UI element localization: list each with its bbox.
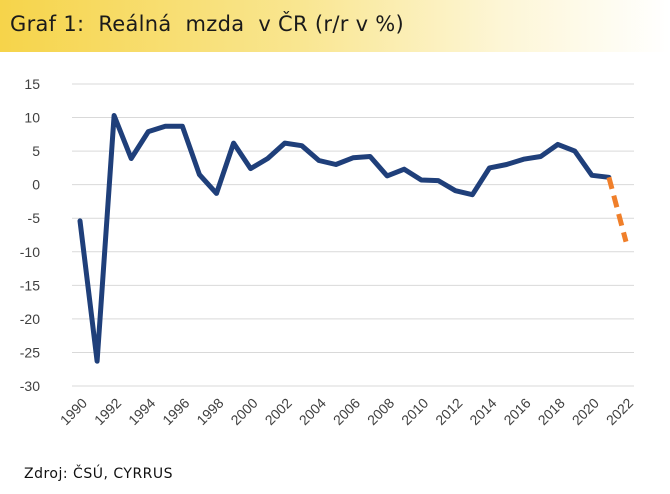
x-tick-label: 2000	[227, 395, 260, 428]
y-tick-label: 15	[24, 76, 40, 92]
line-chart: 15 10 5 0 -5 -10 -15 -20 -25 -30 1990 1992 1994 1996…	[20, 76, 636, 428]
x-tick-label: 1990	[57, 395, 90, 428]
x-tick-label: 2022	[603, 395, 636, 428]
x-tick-label: 2012	[432, 395, 465, 428]
actual-series-line	[77, 113, 612, 364]
x-tick-label: 2018	[535, 395, 568, 428]
y-tick-label: -10	[20, 244, 40, 260]
y-tick-label: -15	[20, 277, 40, 293]
source-note: Zdroj: ČSÚ, CYRRUS	[24, 466, 174, 482]
x-axis-tick-labels: 1990 1992 1994 1996 1998 2000 2002 2004 2006 2008…	[57, 395, 636, 428]
x-tick-label: 2006	[330, 395, 363, 428]
y-tick-label: 0	[32, 177, 40, 193]
grid-lines	[72, 83, 634, 387]
chart-title: Graf 1: Reálná mzda v ČR (r/r v %)	[10, 12, 405, 36]
y-tick-label: -5	[28, 210, 41, 226]
x-tick-label: 1996	[159, 395, 192, 428]
y-tick-label: -30	[20, 378, 40, 394]
x-tick-label: 2020	[569, 395, 602, 428]
forecast-series-line	[606, 176, 629, 243]
x-tick-label: 1994	[125, 395, 158, 428]
y-tick-label: -20	[20, 311, 40, 327]
x-tick-label: 2014	[466, 395, 499, 428]
x-tick-label: 2008	[364, 395, 397, 428]
x-tick-label: 2002	[262, 395, 295, 428]
x-tick-label: 1992	[91, 395, 124, 428]
y-tick-label: 5	[32, 143, 40, 159]
y-axis-tick-labels: 15 10 5 0 -5 -10 -15 -20 -25 -30	[20, 76, 40, 394]
x-tick-label: 1998	[193, 395, 226, 428]
x-tick-label: 2016	[500, 395, 533, 428]
series-lines	[77, 113, 629, 364]
x-tick-label: 2004	[296, 395, 329, 428]
y-tick-label: 10	[24, 110, 40, 126]
y-tick-label: -25	[20, 344, 40, 360]
title-bar: Graf 1: Reálná mzda v ČR (r/r v %)	[0, 0, 670, 52]
x-tick-label: 2010	[398, 395, 431, 428]
